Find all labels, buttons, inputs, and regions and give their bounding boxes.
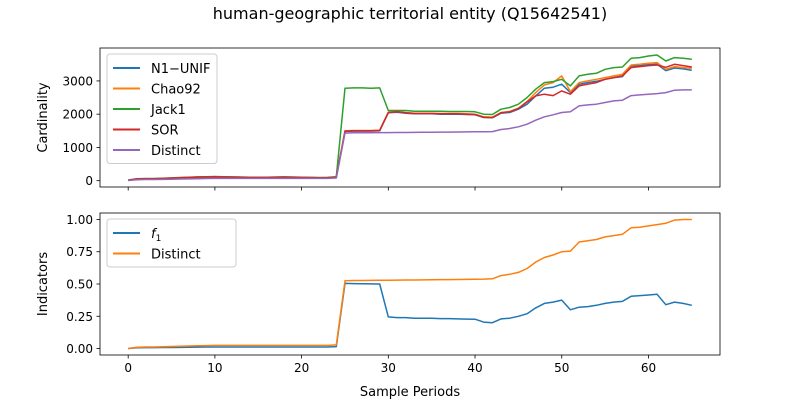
legend-label-base: f (151, 227, 158, 242)
top-y-tick-label: 0 (85, 174, 93, 188)
bottom-y-tick-label: 0.75 (66, 245, 93, 259)
top-legend-box (106, 53, 218, 164)
bottom-y-tick-label: 1.00 (66, 213, 93, 227)
bottom-x-tick-label: 50 (554, 361, 569, 375)
top-legend-label-n1-unif: N1−UNIF (151, 62, 210, 77)
bottom-legend: f1 Distinct (106, 218, 237, 268)
bottom-series-distinct-line (128, 218, 692, 350)
top-legend-label-sor: SOR (151, 124, 179, 139)
bottom-y-tick-label: 0.50 (66, 278, 93, 292)
top-y-tick-label: 1000 (62, 141, 93, 155)
bottom-x-axis-label: Sample Periods (360, 385, 460, 400)
top-y-axis-label: Cardinality (36, 82, 51, 153)
bottom-legend-box (106, 218, 237, 268)
bottom-y-tick-label: 0.25 (66, 310, 93, 324)
top-legend-label-chao92: Chao92 (151, 83, 201, 98)
bottom-x-tick-label: 40 (467, 361, 482, 375)
top-axes-frame (99, 47, 721, 188)
bottom-panel-indicators: 0 10 20 30 40 50 60 0.00 0.25 0.50 0.75 1.00 Indicat… (36, 212, 721, 400)
bottom-x-tick-label: 20 (294, 361, 309, 375)
bottom-series-f-line (128, 282, 692, 350)
top-y-tick-label: 3000 (62, 74, 93, 88)
top-y-tick-label: 2000 (62, 108, 93, 122)
bottom-x-tick-label: 0 (124, 361, 132, 375)
top-legend-label-distinct: Distinct (151, 144, 201, 159)
bottom-x-tick-label: 60 (641, 361, 656, 375)
bottom-legend-label-f: f1 (151, 227, 161, 244)
legend-label-subscript: 1 (156, 234, 162, 244)
top-series-sor-line (128, 63, 692, 181)
top-legend-label-jack1: Jack1 (150, 103, 186, 118)
bottom-y-tick-label: 0.00 (66, 342, 93, 356)
top-series-distinct-line (128, 89, 692, 182)
top-panel-cardinality: 0 1000 2000 3000 Cardinality N1−UNIF Chao92 Jac… (36, 47, 721, 191)
bottom-legend-label-distinct: Distinct (151, 248, 201, 263)
top-legend: N1−UNIF Chao92 Jack1 SOR Distinct (106, 53, 218, 164)
figure-title: human-geographic territorial entity (Q15… (213, 4, 607, 23)
bottom-y-axis-label: Indicators (36, 252, 51, 316)
bottom-x-tick-label: 10 (207, 361, 222, 375)
bottom-x-tick-label: 30 (381, 361, 396, 375)
